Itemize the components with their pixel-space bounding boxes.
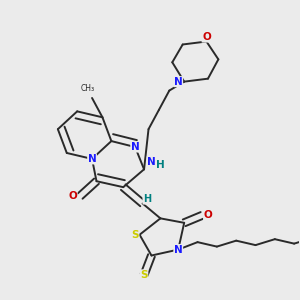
Text: N: N bbox=[131, 142, 140, 152]
Text: H: H bbox=[156, 160, 165, 170]
Text: S: S bbox=[131, 230, 139, 240]
Text: N: N bbox=[88, 154, 96, 164]
Text: O: O bbox=[202, 32, 211, 42]
Text: H: H bbox=[143, 194, 151, 204]
Text: O: O bbox=[204, 210, 212, 220]
Text: N: N bbox=[174, 76, 183, 87]
Text: O: O bbox=[68, 191, 77, 201]
Text: CH₃: CH₃ bbox=[80, 84, 94, 93]
Text: S: S bbox=[140, 270, 148, 280]
Text: N: N bbox=[174, 244, 183, 255]
Text: N: N bbox=[147, 157, 156, 167]
